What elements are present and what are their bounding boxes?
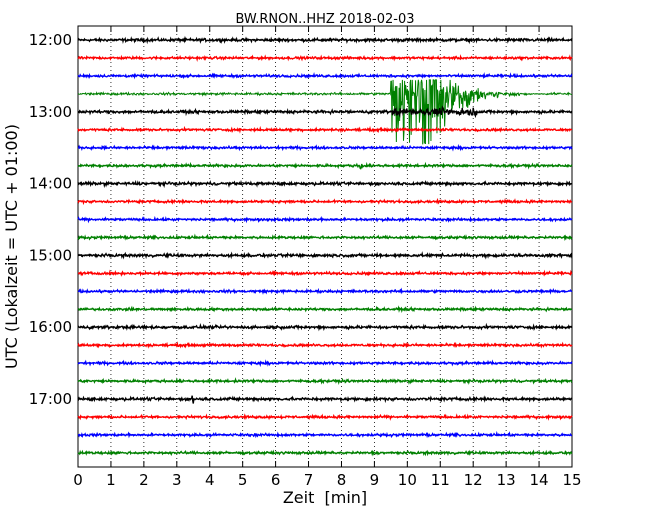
trace-line bbox=[77, 105, 573, 119]
trace-line bbox=[77, 413, 573, 421]
trace-line bbox=[77, 341, 573, 349]
trace-line bbox=[77, 269, 573, 277]
trace-line bbox=[77, 143, 573, 152]
trace-line bbox=[77, 215, 573, 224]
y-tick-label: 17:00 bbox=[29, 390, 72, 408]
x-tick-label: 2 bbox=[139, 471, 149, 489]
x-tick-label: 5 bbox=[238, 471, 248, 489]
trace-line bbox=[77, 54, 573, 63]
trace-line bbox=[77, 161, 573, 170]
x-tick-label: 9 bbox=[370, 471, 380, 489]
x-tick-label: 6 bbox=[271, 471, 281, 489]
x-tick-label: 8 bbox=[337, 471, 347, 489]
x-tick-labels: 0 1 2 3 4 5 6 7 8 9 10 11 12 13 14 15 bbox=[73, 471, 581, 489]
trace-line bbox=[77, 79, 573, 145]
trace-line bbox=[77, 287, 573, 296]
x-tick-label: 12 bbox=[464, 471, 483, 489]
trace-line bbox=[77, 197, 573, 206]
y-tick-label: 15:00 bbox=[29, 246, 72, 264]
axis-ticks bbox=[77, 26, 573, 467]
x-tick-label: 0 bbox=[73, 471, 83, 489]
x-tick-label: 14 bbox=[530, 471, 549, 489]
trace-line bbox=[77, 449, 573, 457]
trace-line bbox=[77, 395, 573, 404]
y-tick-label: 12:00 bbox=[29, 31, 72, 49]
x-tick-label: 3 bbox=[172, 471, 182, 489]
seismic-traces bbox=[77, 35, 573, 457]
x-tick-label: 13 bbox=[497, 471, 516, 489]
plot-frame bbox=[77, 25, 573, 468]
x-tick-label: 11 bbox=[431, 471, 450, 489]
x-tick-label: 1 bbox=[106, 471, 116, 489]
trace-line bbox=[77, 359, 573, 368]
chart-title: BW.RNON..HHZ 2018-02-03 bbox=[235, 12, 414, 27]
x-tick-label: 4 bbox=[205, 471, 215, 489]
trace-line bbox=[77, 125, 573, 134]
trace-line bbox=[77, 233, 573, 242]
y-axis-label: UTC (Lokalzeit = UTC + 01:00) bbox=[2, 124, 21, 369]
y-tick-labels: 12:00 13:00 14:00 15:00 16:00 17:00 bbox=[29, 31, 72, 408]
trace-line bbox=[77, 251, 573, 260]
trace-line bbox=[77, 179, 573, 189]
x-axis-label: Zeit [min] bbox=[283, 488, 367, 507]
y-tick-label: 16:00 bbox=[29, 318, 72, 336]
trace-line bbox=[77, 305, 573, 314]
x-tick-label: 10 bbox=[398, 471, 417, 489]
x-tick-label: 15 bbox=[562, 471, 581, 489]
y-tick-label: 13:00 bbox=[29, 103, 72, 121]
y-tick-label: 14:00 bbox=[29, 175, 72, 193]
trace-line bbox=[77, 35, 573, 45]
grid-lines bbox=[110, 26, 540, 467]
trace-line bbox=[77, 71, 573, 80]
trace-line bbox=[77, 430, 573, 439]
trace-line bbox=[77, 322, 573, 332]
trace-line bbox=[77, 377, 573, 386]
x-tick-label: 7 bbox=[304, 471, 314, 489]
